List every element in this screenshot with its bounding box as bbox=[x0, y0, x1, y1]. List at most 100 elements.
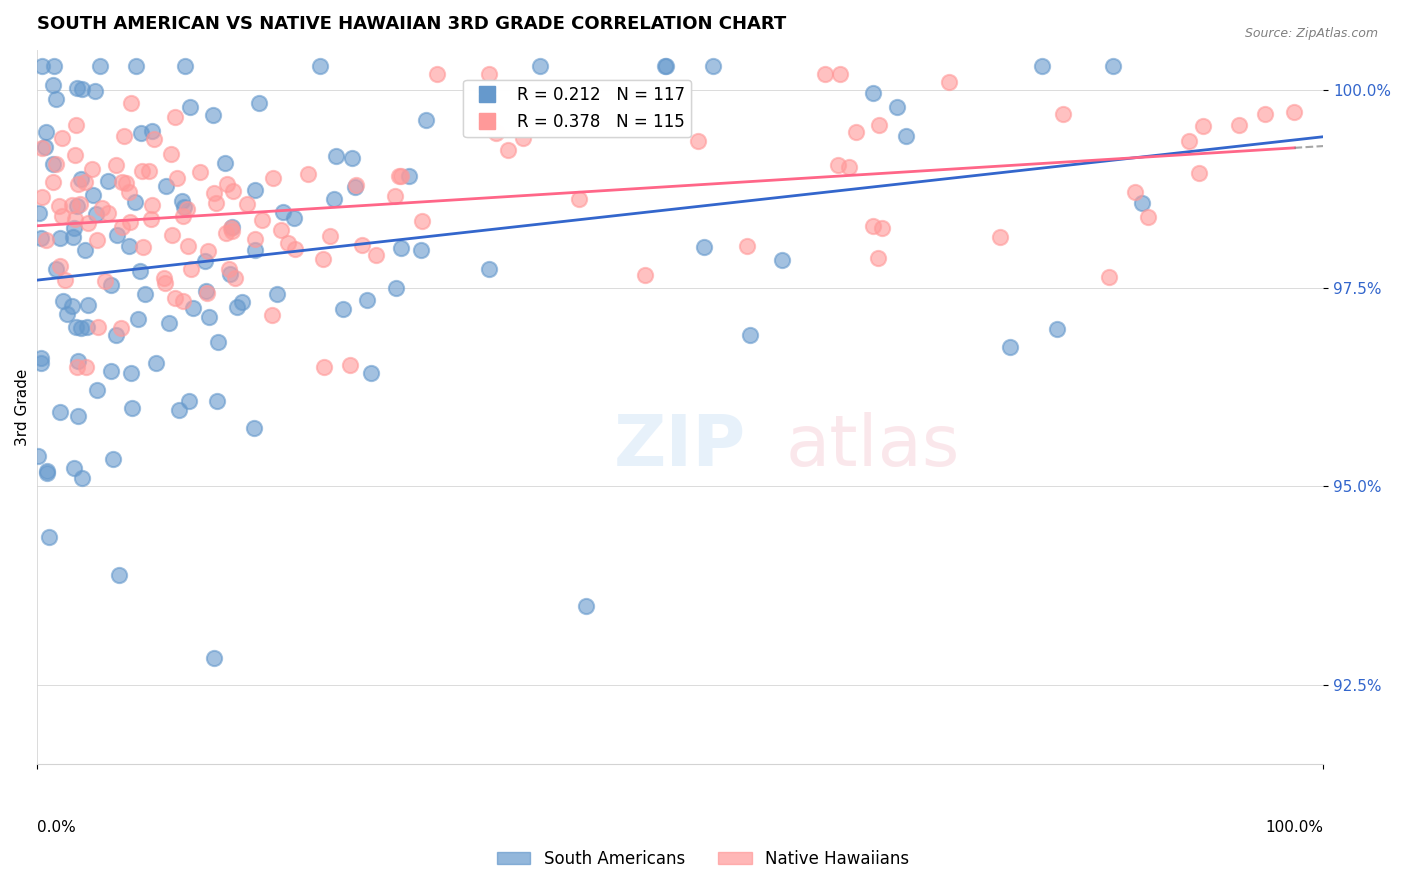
Native Hawaiians bbox=[568, 192, 591, 206]
Native Hawaiians bbox=[66, 360, 89, 375]
Native Hawaiians bbox=[1284, 105, 1306, 120]
Native Hawaiians bbox=[344, 178, 367, 193]
Native Hawaiians bbox=[311, 252, 333, 267]
Native Hawaiians bbox=[284, 242, 307, 256]
Native Hawaiians bbox=[202, 186, 225, 200]
South Americans bbox=[167, 402, 190, 417]
Native Hawaiians bbox=[48, 199, 70, 213]
Text: Source: ZipAtlas.com: Source: ZipAtlas.com bbox=[1244, 27, 1378, 40]
Native Hawaiians bbox=[1188, 166, 1211, 180]
Native Hawaiians bbox=[838, 160, 860, 174]
Native Hawaiians bbox=[118, 186, 141, 200]
South Americans bbox=[48, 405, 70, 419]
Native Hawaiians bbox=[350, 238, 373, 252]
Native Hawaiians bbox=[270, 223, 292, 237]
South Americans bbox=[82, 187, 104, 202]
Native Hawaiians bbox=[686, 134, 709, 148]
South Americans bbox=[575, 599, 598, 613]
South Americans bbox=[194, 284, 217, 298]
Native Hawaiians bbox=[868, 118, 890, 132]
South Americans bbox=[100, 364, 122, 378]
Native Hawaiians bbox=[114, 176, 136, 190]
Native Hawaiians bbox=[389, 169, 412, 183]
Native Hawaiians bbox=[1177, 134, 1199, 148]
Native Hawaiians bbox=[35, 233, 58, 247]
Native Hawaiians bbox=[65, 119, 87, 133]
South Americans bbox=[63, 461, 86, 475]
South Americans bbox=[104, 328, 127, 343]
Native Hawaiians bbox=[221, 224, 243, 238]
Native Hawaiians bbox=[735, 238, 758, 252]
South Americans bbox=[62, 220, 84, 235]
Native Hawaiians bbox=[120, 96, 142, 111]
Native Hawaiians bbox=[105, 158, 128, 172]
Native Hawaiians bbox=[139, 211, 162, 226]
South Americans bbox=[70, 82, 93, 96]
South Americans bbox=[226, 300, 249, 314]
Native Hawaiians bbox=[827, 158, 849, 172]
South Americans bbox=[1031, 59, 1053, 73]
South Americans bbox=[42, 78, 65, 92]
South Americans bbox=[120, 366, 142, 380]
South Americans bbox=[31, 59, 53, 73]
Native Hawaiians bbox=[162, 227, 184, 242]
South Americans bbox=[221, 219, 243, 234]
South Americans bbox=[398, 169, 420, 183]
South Americans bbox=[45, 262, 67, 277]
Text: atlas: atlas bbox=[786, 412, 960, 481]
South Americans bbox=[86, 383, 108, 397]
South Americans bbox=[654, 59, 676, 73]
South Americans bbox=[1102, 59, 1125, 73]
South Americans bbox=[145, 355, 167, 369]
South Americans bbox=[76, 319, 98, 334]
South Americans bbox=[415, 113, 437, 128]
South Americans bbox=[194, 254, 217, 268]
South Americans bbox=[65, 80, 87, 95]
Native Hawaiians bbox=[82, 162, 104, 177]
Native Hawaiians bbox=[155, 276, 177, 290]
Native Hawaiians bbox=[277, 235, 299, 250]
Native Hawaiians bbox=[163, 111, 186, 125]
South Americans bbox=[141, 124, 163, 138]
South Americans bbox=[72, 471, 94, 485]
Native Hawaiians bbox=[110, 321, 132, 335]
Native Hawaiians bbox=[1192, 119, 1215, 133]
Native Hawaiians bbox=[166, 170, 188, 185]
Native Hawaiians bbox=[66, 177, 89, 191]
South Americans bbox=[65, 320, 87, 334]
Native Hawaiians bbox=[814, 67, 837, 81]
Native Hawaiians bbox=[75, 360, 97, 375]
South Americans bbox=[69, 321, 91, 335]
South Americans bbox=[66, 199, 89, 213]
South Americans bbox=[35, 466, 58, 480]
South Americans bbox=[219, 267, 242, 281]
Native Hawaiians bbox=[512, 130, 534, 145]
South Americans bbox=[67, 409, 90, 423]
Native Hawaiians bbox=[243, 232, 266, 246]
South Americans bbox=[342, 151, 364, 165]
South Americans bbox=[411, 244, 433, 258]
South Americans bbox=[118, 239, 141, 253]
South Americans bbox=[27, 449, 49, 463]
Native Hawaiians bbox=[870, 221, 893, 235]
Native Hawaiians bbox=[77, 216, 100, 230]
South Americans bbox=[202, 651, 225, 665]
South Americans bbox=[55, 307, 77, 321]
Native Hawaiians bbox=[172, 209, 194, 223]
Native Hawaiians bbox=[90, 201, 112, 215]
Native Hawaiians bbox=[31, 189, 53, 203]
Native Hawaiians bbox=[141, 198, 163, 212]
South Americans bbox=[84, 207, 107, 221]
Native Hawaiians bbox=[319, 229, 342, 244]
South Americans bbox=[198, 310, 221, 324]
Text: SOUTH AMERICAN VS NATIVE HAWAIIAN 3RD GRADE CORRELATION CHART: SOUTH AMERICAN VS NATIVE HAWAIIAN 3RD GR… bbox=[37, 15, 786, 33]
Native Hawaiians bbox=[634, 268, 657, 283]
South Americans bbox=[73, 243, 96, 257]
South Americans bbox=[42, 156, 65, 170]
Native Hawaiians bbox=[176, 202, 198, 216]
Native Hawaiians bbox=[48, 259, 70, 273]
Native Hawaiians bbox=[1098, 269, 1121, 284]
South Americans bbox=[478, 261, 501, 276]
Legend: South Americans, Native Hawaiians: South Americans, Native Hawaiians bbox=[491, 844, 915, 875]
South Americans bbox=[356, 293, 378, 308]
